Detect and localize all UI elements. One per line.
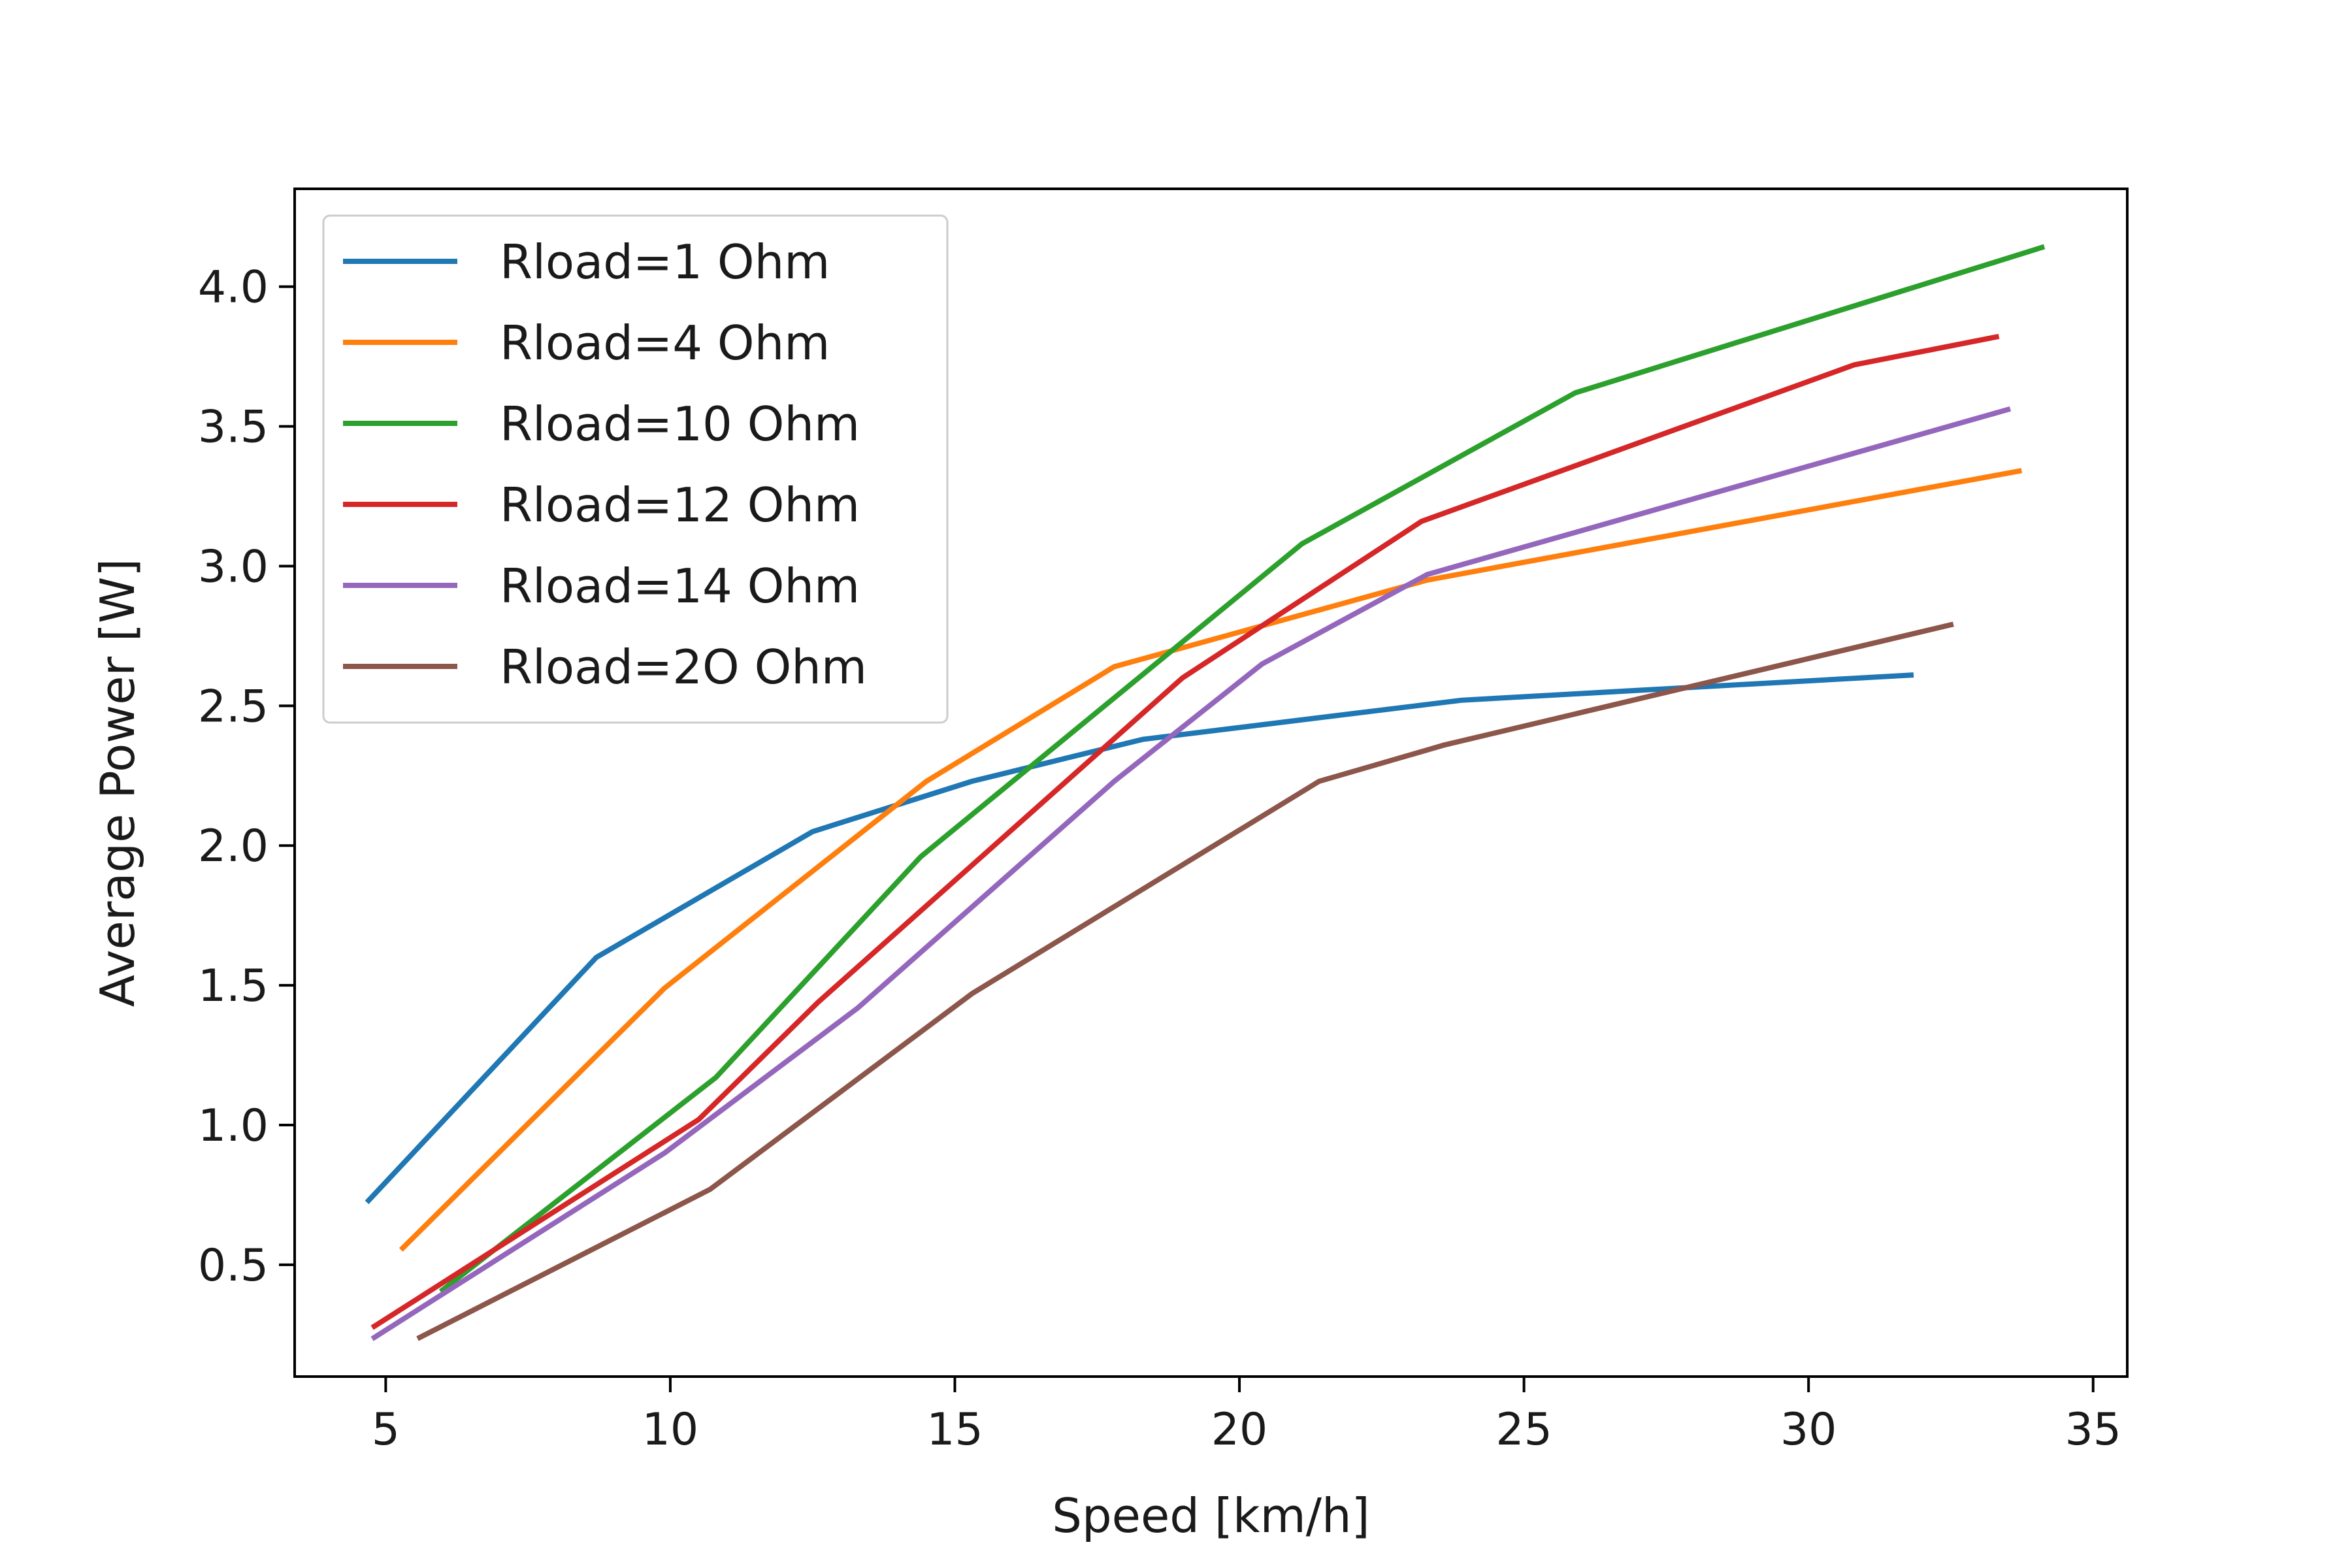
series-layer (365, 244, 2046, 1341)
x-tick-label: 15 (926, 1404, 983, 1456)
plot-frame (293, 188, 2129, 1378)
y-tick-label: 3.5 (198, 402, 269, 453)
x-tick-label: 35 (2065, 1404, 2121, 1456)
legend-label: Rload=12 Ohm (500, 478, 860, 532)
y-axis-ticks: 0.5 1.0 1.5 2.0 2.5 3.0 3.5 4.0 (198, 262, 295, 1292)
series-line-2 (399, 468, 2023, 1252)
legend-label: Rload=4 Ohm (500, 316, 830, 370)
legend-label: Rload=14 Ohm (500, 559, 860, 613)
series-line-4 (370, 334, 2000, 1330)
y-tick-label: 4.0 (198, 262, 269, 314)
legend-label: Rload=2O Ohm (500, 640, 867, 694)
y-tick-label: 3.0 (198, 541, 269, 593)
legend-box (322, 214, 949, 724)
y-tick-label: 2.0 (198, 821, 269, 872)
x-tick-label: 5 (372, 1404, 400, 1456)
x-tick-label: 25 (1495, 1404, 1552, 1456)
legend-label: Rload=1 Ohm (500, 235, 830, 289)
y-tick-label: 2.5 (198, 681, 269, 732)
x-tick-label: 30 (1780, 1404, 1837, 1456)
series-line-6 (416, 621, 1954, 1341)
series-line-5 (370, 406, 2012, 1341)
y-tick-label: 1.0 (198, 1100, 269, 1152)
x-axis-ticks: 5 10 15 20 25 30 35 (372, 1377, 2121, 1456)
legend: Rload=1 Ohm Rload=4 Ohm Rload=10 Ohm Rload=… (322, 214, 949, 724)
series-line-3 (438, 244, 2046, 1294)
x-axis-label: Speed [km/h] (1052, 1488, 1370, 1543)
y-tick-label: 0.5 (198, 1240, 269, 1292)
legend-label: Rload=10 Ohm (500, 397, 860, 451)
x-tick-label: 10 (642, 1404, 699, 1456)
legend-items: Rload=1 Ohm Rload=4 Ohm Rload=10 Ohm Rload=… (343, 235, 867, 694)
y-axis-label: Average Power [W] (90, 559, 145, 1007)
series-line-1 (365, 672, 1914, 1205)
y-tick-label: 1.5 (198, 960, 269, 1012)
x-tick-label: 20 (1211, 1404, 1268, 1456)
